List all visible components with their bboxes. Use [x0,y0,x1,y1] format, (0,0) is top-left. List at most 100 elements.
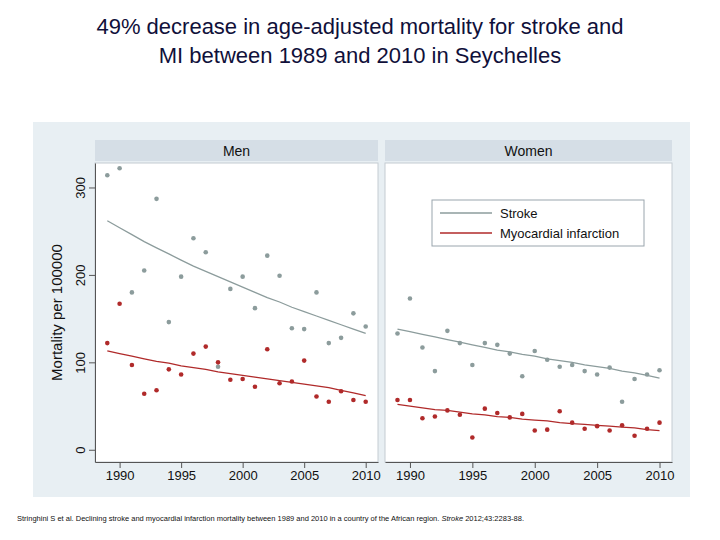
data-point [483,341,488,346]
data-point [495,343,500,348]
data-point [142,268,147,273]
data-point [433,369,438,374]
x-tick-mark [304,462,305,468]
data-point [240,377,245,382]
panel-strip [95,140,378,161]
data-point [203,250,208,255]
legend-swatch [440,232,492,234]
data-point [290,379,295,384]
data-point [582,369,587,374]
data-point [570,363,575,368]
data-point [142,392,147,397]
data-point [240,274,245,279]
marks [105,166,368,404]
data-point [495,411,500,416]
x-tick-mark [181,462,182,468]
fit-line [397,329,659,378]
data-point [520,412,525,417]
panel: Women19901995200020052010StrokeMyocardia… [385,140,674,483]
fit-line [107,351,365,396]
legend-label: Myocardial infarction [500,226,619,241]
data-point [470,363,475,368]
data-point [595,372,600,377]
fit-line [107,221,365,334]
legend-swatch [440,212,492,214]
data-point [339,389,344,394]
data-point [326,341,331,346]
data-point [253,385,258,390]
data-point [657,420,662,425]
panel: Men199019952000200520100100200300 [73,140,381,483]
data-point [130,363,135,368]
source-part: 2012;43:2283-88. [463,514,524,523]
x-tick-label: 2010 [646,468,675,483]
x-tick-mark [597,462,598,468]
data-point [105,173,110,178]
data-point [302,327,307,332]
slide-title: 49% decrease in age-adjusted mortality f… [96,14,623,39]
data-point [351,311,356,316]
source-part: Stringhini S et al. Declining stroke and… [17,514,441,523]
x-tick: 2005 [583,462,612,483]
data-point [420,345,425,350]
data-point [445,329,450,334]
data-point [607,365,612,370]
y-axis: 0100200300 [73,164,96,463]
data-point [130,290,135,295]
data-point [570,420,575,425]
x-tick-label: 2000 [521,468,550,483]
source-note: Stringhini S et al. Declining stroke and… [17,514,524,523]
data-point [302,358,307,363]
x-axis: 1990 1995 2000 2005 2010 [386,462,675,483]
data-point [657,368,662,373]
data-point [408,296,413,301]
x-tick: 2010 [646,462,675,483]
data-point [595,424,600,429]
x-tick: 1990 [396,462,425,483]
data-point [483,406,488,411]
data-point [191,351,196,356]
source-part: Stroke [441,514,463,523]
data-point [620,399,625,404]
y-tick-label: 0 [73,447,88,454]
x-axis-line [96,462,379,463]
data-point [363,399,368,404]
y-tick-mark [89,362,95,363]
x-tick: 2010 [352,462,381,483]
x-tick-label: 2005 [290,468,319,483]
data-point [314,290,319,295]
data-point [203,344,208,349]
data-point [607,428,612,433]
data-point [117,301,122,306]
data-point [117,166,122,171]
data-point [545,427,550,432]
data-point [265,347,270,352]
y-tick-mark [89,450,95,451]
data-point [290,326,295,331]
legend-label: Stroke [500,206,538,221]
panel-title: Men [223,143,250,159]
data-point [105,341,110,346]
x-tick-label: 2000 [229,468,258,483]
x-tick-mark [535,462,536,468]
y-tick: 200 [73,265,95,287]
slide-title: MI between 1989 and 2010 in Seychelles [159,43,561,68]
fit-line [397,404,659,430]
data-point [532,349,537,354]
x-tick: 1995 [167,462,196,483]
data-point [228,287,233,292]
x-tick-mark [660,462,661,468]
x-tick: 1995 [458,462,487,483]
x-tick-label: 1995 [458,468,487,483]
legend: Stroke Myocardial infarction [432,200,644,246]
plot-area [385,163,672,462]
data-point [620,423,625,428]
x-tick-mark [120,462,121,468]
data-point [520,374,525,379]
x-tick-label: 1990 [106,468,135,483]
data-point [179,274,184,279]
data-point [191,236,196,241]
data-point [253,306,258,311]
x-tick-label: 2010 [352,468,381,483]
data-point [420,416,425,421]
